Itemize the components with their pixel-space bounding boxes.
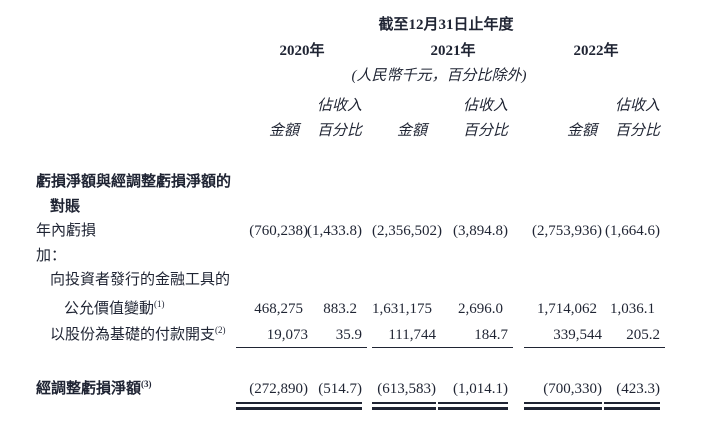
cell-2021-amount: (613,583) bbox=[377, 381, 436, 397]
cell-2021-pct: 2,696.0 bbox=[458, 301, 503, 317]
col-header-amount-2020: 金額 bbox=[268, 123, 299, 139]
cell-2022-pct: (423.3) bbox=[616, 381, 660, 397]
cell-2022-pct: (1,664.6) bbox=[605, 223, 660, 239]
row-label-add: 加： bbox=[36, 248, 67, 264]
cell-2020-pct: 35.9 bbox=[304, 325, 367, 348]
cell-2020-amount: (760,238) bbox=[249, 223, 308, 239]
col-header-pct-revenue-2021: 佔收入 bbox=[462, 98, 508, 114]
row-label-text: 公允價值變動 bbox=[64, 301, 155, 317]
cell-2022-amount: 1,714,062 bbox=[537, 301, 597, 317]
col-header-pct-2022: 百分比 bbox=[614, 123, 660, 139]
row-label-financial-instruments-line1: 向投資者發行的金融工具的 bbox=[50, 272, 231, 288]
cell-2022-amount: 339,544 bbox=[524, 325, 607, 348]
double-rule-2022-pct bbox=[604, 402, 660, 410]
cell-2021-pct: (3,894.8) bbox=[453, 223, 508, 239]
unit-note: (人民幣千元，百分比除外) bbox=[351, 68, 527, 84]
year-header-2022: 2022年 bbox=[573, 43, 619, 59]
col-header-pct-2020: 百分比 bbox=[316, 123, 362, 139]
row-label-text: 經調整虧損淨額 bbox=[36, 381, 142, 397]
row-label: 年內虧損 bbox=[36, 223, 97, 239]
col-header-pct-2021: 百分比 bbox=[462, 123, 508, 139]
footnote-ref-1: (1) bbox=[154, 299, 165, 309]
cell-2020-pct: (1,433.8) bbox=[307, 223, 362, 239]
cell-2022-amount: (2,753,936) bbox=[532, 223, 602, 239]
footnote-ref-2: (2) bbox=[215, 325, 226, 335]
cell-2020-pct: (514.7) bbox=[318, 381, 362, 397]
double-rule-2020-amount bbox=[236, 402, 308, 410]
year-header-2020: 2020年 bbox=[279, 43, 325, 59]
cell-2021-pct: (1,014.1) bbox=[453, 381, 508, 397]
col-header-amount-2022: 金額 bbox=[566, 123, 597, 139]
cell-2021-amount: 111,744 bbox=[372, 325, 441, 348]
section-heading-line1: 虧損淨額與經調整虧損淨額的 bbox=[36, 174, 232, 190]
cell-2021-amount: (2,356,502) bbox=[372, 223, 442, 239]
cell-2020-amount: (272,890) bbox=[249, 381, 308, 397]
col-header-amount-2021: 金額 bbox=[396, 123, 427, 139]
cell-2021-pct: 184.7 bbox=[438, 325, 513, 348]
double-rule-2021-pct bbox=[438, 402, 508, 410]
col-header-pct-revenue-2020: 佔收入 bbox=[316, 98, 362, 114]
cell-2021-amount: 1,631,175 bbox=[372, 301, 432, 317]
cell-2020-amount: 19,073 bbox=[236, 325, 313, 348]
period-title: 截至12月31日止年度 bbox=[378, 17, 514, 33]
cell-2022-pct: 205.2 bbox=[604, 325, 665, 348]
cell-2022-amount: (700,330) bbox=[543, 381, 602, 397]
double-rule-2021-amount bbox=[372, 402, 436, 410]
cell-2020-pct: 883.2 bbox=[323, 301, 357, 317]
row-label-text: 以股份為基礎的付款開支 bbox=[50, 327, 216, 343]
cell-2022-pct: 1,036.1 bbox=[610, 301, 655, 317]
section-heading-line2: 對賬 bbox=[50, 199, 81, 215]
col-header-pct-revenue-2022: 佔收入 bbox=[614, 98, 660, 114]
row-label: 以股份為基礎的付款開支(2) bbox=[50, 325, 226, 345]
double-rule-2020-pct bbox=[304, 402, 362, 410]
footnote-ref-3: (3) bbox=[141, 379, 152, 389]
row-label: 經調整虧損淨額(3) bbox=[36, 379, 152, 399]
row-label: 公允價值變動(1) bbox=[64, 299, 165, 319]
year-header-2021: 2021年 bbox=[430, 43, 476, 59]
cell-2020-amount: 468,275 bbox=[254, 301, 303, 317]
double-rule-2022-amount bbox=[524, 402, 602, 410]
